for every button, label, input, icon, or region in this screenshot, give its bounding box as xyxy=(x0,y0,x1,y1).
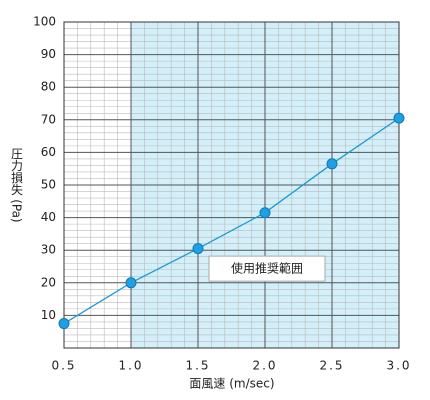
data-point xyxy=(58,318,70,330)
y-tick-label: 100 xyxy=(33,15,56,29)
data-point xyxy=(326,158,338,170)
y-tick-label: 70 xyxy=(41,112,56,126)
data-point xyxy=(259,207,271,219)
data-point xyxy=(125,277,137,289)
x-axis-label: 面風速 (m/sec) xyxy=(189,377,274,391)
range-label-box xyxy=(208,255,326,282)
y-tick-label: 80 xyxy=(41,80,56,94)
plot-border xyxy=(63,21,400,349)
x-tick-label: 0.5 xyxy=(51,359,76,373)
y-tick-label: 40 xyxy=(41,210,56,224)
data-line xyxy=(63,117,400,325)
x-tick-label: 1.0 xyxy=(118,359,143,373)
x-tick-label: 2.0 xyxy=(252,359,277,373)
y-tick-label: 10 xyxy=(41,308,56,322)
y-tick-label: 90 xyxy=(41,47,56,61)
y-axis-label: 圧力損失 (Pa) xyxy=(10,147,24,222)
range-label: 使用推奨範囲 xyxy=(231,261,303,276)
x-tick-label: 3.0 xyxy=(386,359,411,373)
data-point xyxy=(393,112,405,124)
x-tick-label: 1.5 xyxy=(185,359,210,373)
y-tick-label: 20 xyxy=(41,275,56,289)
y-tick-label: 60 xyxy=(41,145,56,159)
y-tick-label: 50 xyxy=(41,178,56,192)
y-tick-label: 30 xyxy=(41,243,56,257)
data-point xyxy=(192,243,204,255)
x-tick-label: 2.5 xyxy=(319,359,344,373)
